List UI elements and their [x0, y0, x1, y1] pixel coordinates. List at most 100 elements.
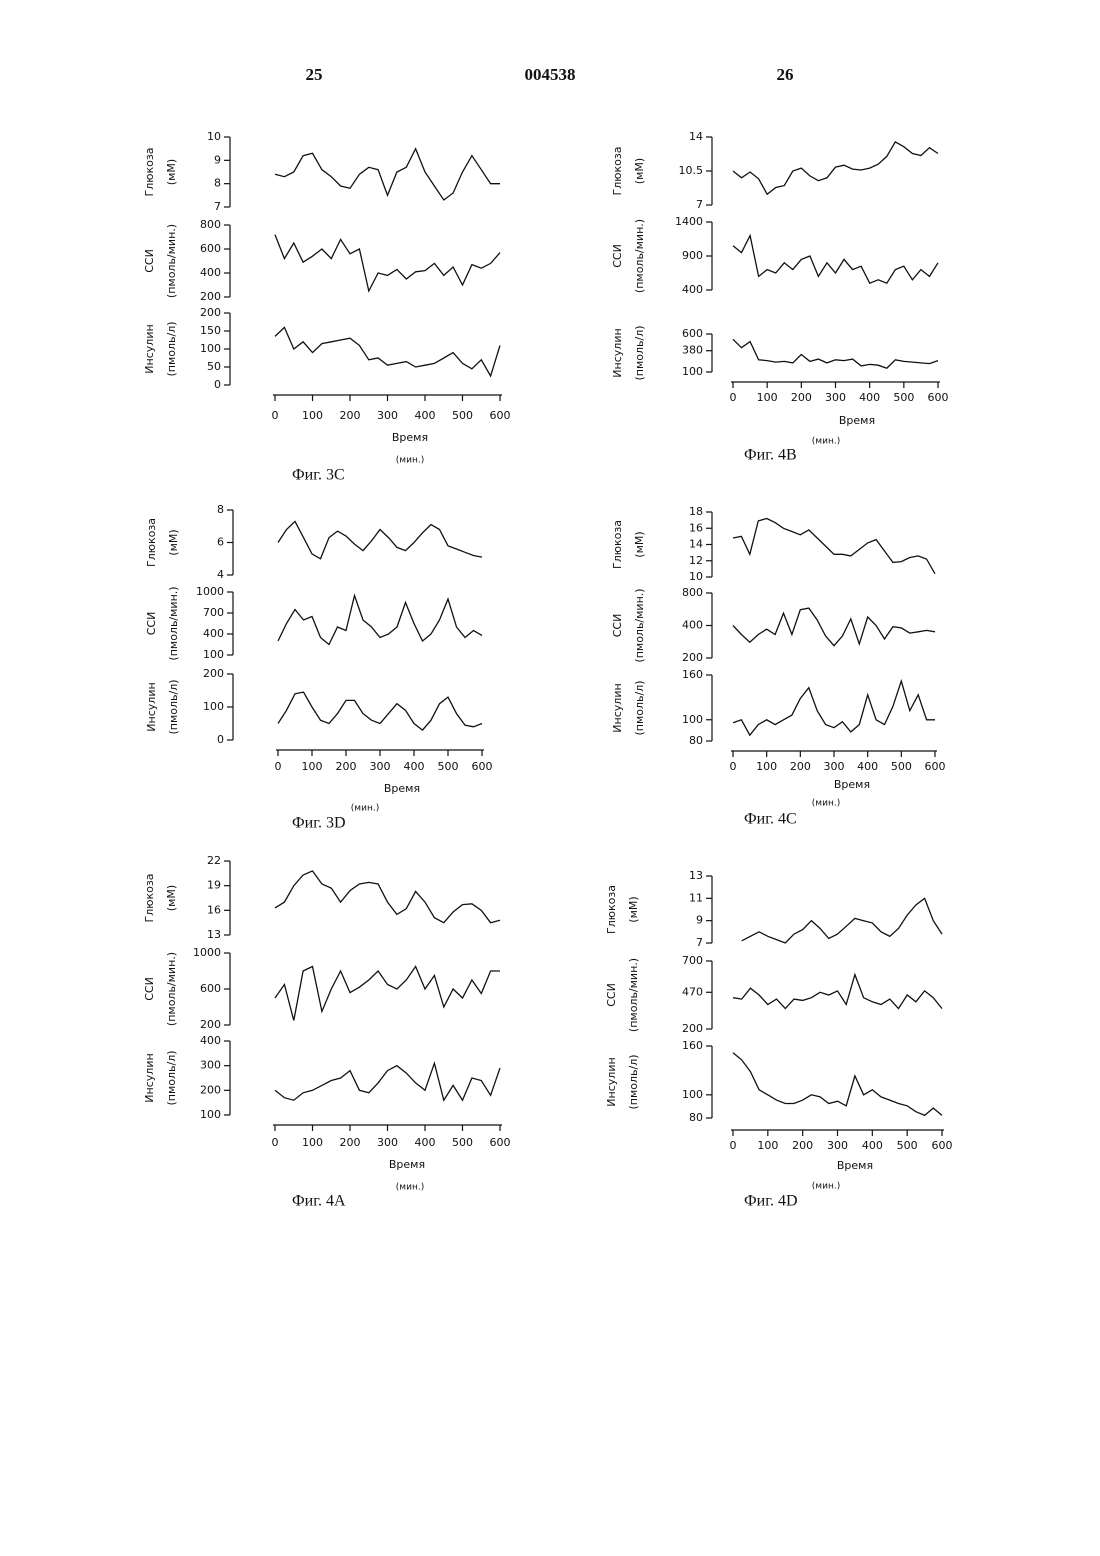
- x-tick-label: 100: [302, 1136, 323, 1149]
- x-tick-label: 200: [340, 409, 361, 422]
- x-tick-label: 300: [827, 1139, 848, 1152]
- x-tick-label: 100: [757, 391, 778, 404]
- y-tick-label: 380: [682, 344, 703, 357]
- y-tick-label: 200: [200, 290, 221, 303]
- y-axis-label: (пмоль/л): [633, 680, 646, 735]
- x-axis-unit: (мин.): [351, 804, 379, 814]
- series-line: [733, 339, 938, 368]
- figure-caption: Фиг. 4D: [744, 1193, 798, 1210]
- y-axis-label: (пмоль/л): [165, 1050, 178, 1105]
- y-tick-label: 100: [203, 648, 224, 661]
- x-tick-label: 500: [891, 760, 912, 773]
- y-tick-label: 300: [200, 1059, 221, 1072]
- y-tick-label: 400: [682, 619, 703, 632]
- series-line: [275, 149, 500, 200]
- y-axis-label: (пмоль/мин.): [633, 588, 646, 662]
- patent-number: 004538: [525, 65, 576, 84]
- y-tick-label: 700: [203, 606, 224, 619]
- y-axis-label: (мМ): [633, 531, 646, 557]
- y-axis-label: ССИ: [143, 249, 156, 273]
- y-tick-label: 6: [217, 536, 224, 549]
- y-tick-label: 12: [689, 554, 703, 567]
- y-axis-label: Глюкоза: [611, 520, 624, 569]
- y-axis-label: Инсулин: [611, 683, 624, 732]
- series-line: [733, 142, 938, 194]
- series-line: [733, 681, 935, 735]
- y-tick-label: 10.5: [679, 164, 704, 177]
- y-tick-label: 600: [200, 982, 221, 995]
- x-tick-label: 500: [897, 1139, 918, 1152]
- y-tick-label: 50: [207, 360, 221, 373]
- y-tick-label: 10: [207, 130, 221, 143]
- x-tick-label: 0: [730, 391, 737, 404]
- y-tick-label: 400: [203, 627, 224, 640]
- y-tick-label: 200: [203, 667, 224, 680]
- figure-caption: Фиг. 4C: [744, 811, 797, 828]
- x-tick-label: 600: [490, 1136, 511, 1149]
- y-axis-label: ССИ: [605, 983, 618, 1007]
- x-tick-label: 600: [928, 391, 949, 404]
- series-line: [275, 967, 500, 1021]
- y-tick-label: 11: [689, 891, 703, 904]
- x-tick-label: 400: [404, 760, 425, 773]
- figure-caption: Фиг. 3D: [292, 815, 346, 832]
- series-line: [278, 692, 482, 730]
- y-tick-label: 80: [689, 734, 703, 747]
- y-axis-label: Глюкоза: [143, 874, 156, 923]
- y-tick-label: 160: [682, 668, 703, 681]
- y-tick-label: 14: [689, 130, 703, 143]
- series-line: [275, 235, 500, 291]
- y-tick-label: 700: [682, 954, 703, 967]
- x-tick-label: 600: [925, 760, 946, 773]
- x-axis-unit: (мин.): [812, 437, 840, 447]
- y-tick-label: 200: [200, 1083, 221, 1096]
- x-tick-label: 100: [302, 409, 323, 422]
- x-tick-label: 0: [275, 760, 282, 773]
- x-tick-label: 0: [730, 760, 737, 773]
- series-line: [733, 1053, 942, 1116]
- y-tick-label: 100: [682, 1088, 703, 1101]
- x-tick-label: 200: [792, 1139, 813, 1152]
- y-tick-label: 900: [682, 249, 703, 262]
- x-tick-label: 400: [857, 760, 878, 773]
- series-line: [742, 898, 942, 943]
- x-tick-label: 400: [415, 1136, 436, 1149]
- page-number: 26: [777, 65, 794, 84]
- x-tick-label: 200: [790, 760, 811, 773]
- y-tick-label: 7: [696, 198, 703, 211]
- x-axis-label: Время: [837, 1159, 873, 1172]
- y-axis-label: ССИ: [611, 244, 624, 268]
- x-tick-label: 600: [472, 760, 493, 773]
- page-number: 25: [306, 65, 323, 84]
- x-tick-label: 0: [272, 409, 279, 422]
- x-tick-label: 600: [932, 1139, 953, 1152]
- y-tick-label: 13: [207, 928, 221, 941]
- y-tick-label: 160: [682, 1039, 703, 1052]
- x-tick-label: 300: [825, 391, 846, 404]
- y-tick-label: 16: [689, 521, 703, 534]
- x-tick-label: 200: [791, 391, 812, 404]
- x-tick-label: 400: [415, 409, 436, 422]
- y-tick-label: 7: [696, 936, 703, 949]
- y-tick-label: 13: [689, 869, 703, 882]
- x-tick-label: 500: [893, 391, 914, 404]
- x-axis-unit: (мин.): [396, 1183, 424, 1193]
- y-axis-label: (мМ): [165, 885, 178, 911]
- y-tick-label: 470: [682, 985, 703, 998]
- y-tick-label: 9: [214, 153, 221, 166]
- y-axis-label: (мМ): [633, 158, 646, 184]
- y-tick-label: 200: [200, 306, 221, 319]
- series-line: [275, 871, 500, 923]
- series-line: [278, 596, 482, 645]
- y-tick-label: 600: [200, 242, 221, 255]
- y-axis-label: Глюкоза: [605, 885, 618, 934]
- x-axis-unit: (мин.): [396, 456, 424, 466]
- y-tick-label: 16: [207, 903, 221, 916]
- y-tick-label: 800: [682, 586, 703, 599]
- x-tick-label: 100: [757, 1139, 778, 1152]
- x-tick-label: 500: [438, 760, 459, 773]
- figure-caption: Фиг. 4A: [292, 1193, 346, 1210]
- figure-caption: Фиг. 4B: [744, 447, 797, 464]
- y-tick-label: 0: [214, 378, 221, 391]
- y-axis-label: (пмоль/л): [167, 679, 180, 734]
